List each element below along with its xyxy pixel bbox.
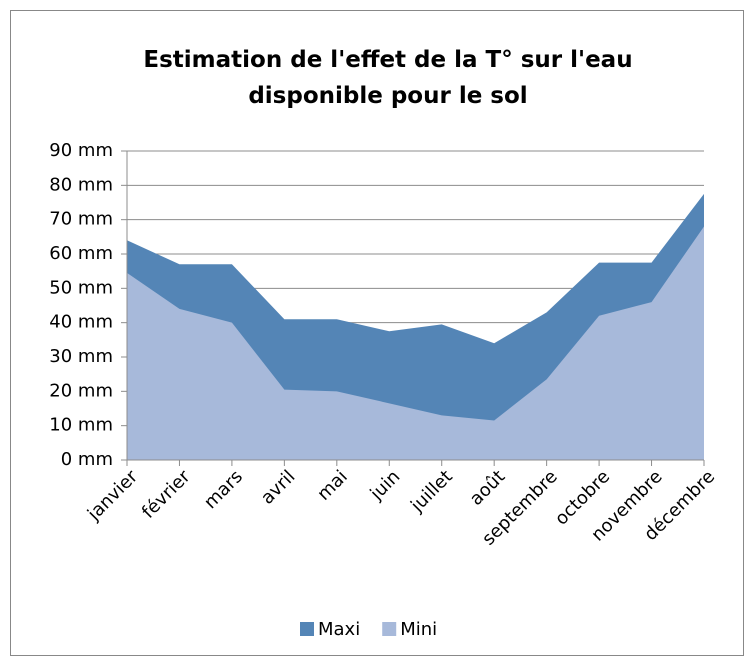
- y-tick-label: 30 mm: [49, 346, 113, 367]
- x-tick-label: juin: [366, 466, 405, 505]
- legend-swatch: [382, 622, 397, 636]
- x-tick-label: juillet: [406, 466, 457, 517]
- y-tick-label: 20 mm: [49, 380, 113, 401]
- x-tick-label: mai: [313, 466, 352, 505]
- y-tick-label: 80 mm: [49, 174, 113, 195]
- x-tick-label: août: [466, 466, 509, 509]
- area: [127, 226, 704, 460]
- chart-frame: [10, 10, 744, 656]
- legend-label: Maxi: [318, 619, 360, 640]
- y-tick-label: 10 mm: [49, 415, 113, 436]
- x-tick-label: janvier: [83, 466, 143, 526]
- y-tick-label: 50 mm: [49, 277, 113, 298]
- chart-title: Estimation de l'effet de la T° sur l'eau…: [143, 47, 633, 109]
- legend-swatch: [300, 622, 314, 636]
- y-tick-label: 0 mm: [61, 449, 113, 470]
- y-tick-label: 90 mm: [49, 140, 113, 161]
- x-tick-label: février: [138, 466, 195, 523]
- y-tick-label: 70 mm: [49, 209, 113, 230]
- x-tick-label: avril: [257, 466, 299, 508]
- legend-label: Mini: [400, 619, 437, 640]
- y-tick-label: 40 mm: [49, 312, 113, 333]
- x-tick-label: mars: [200, 466, 247, 513]
- y-tick-label: 60 mm: [49, 243, 113, 264]
